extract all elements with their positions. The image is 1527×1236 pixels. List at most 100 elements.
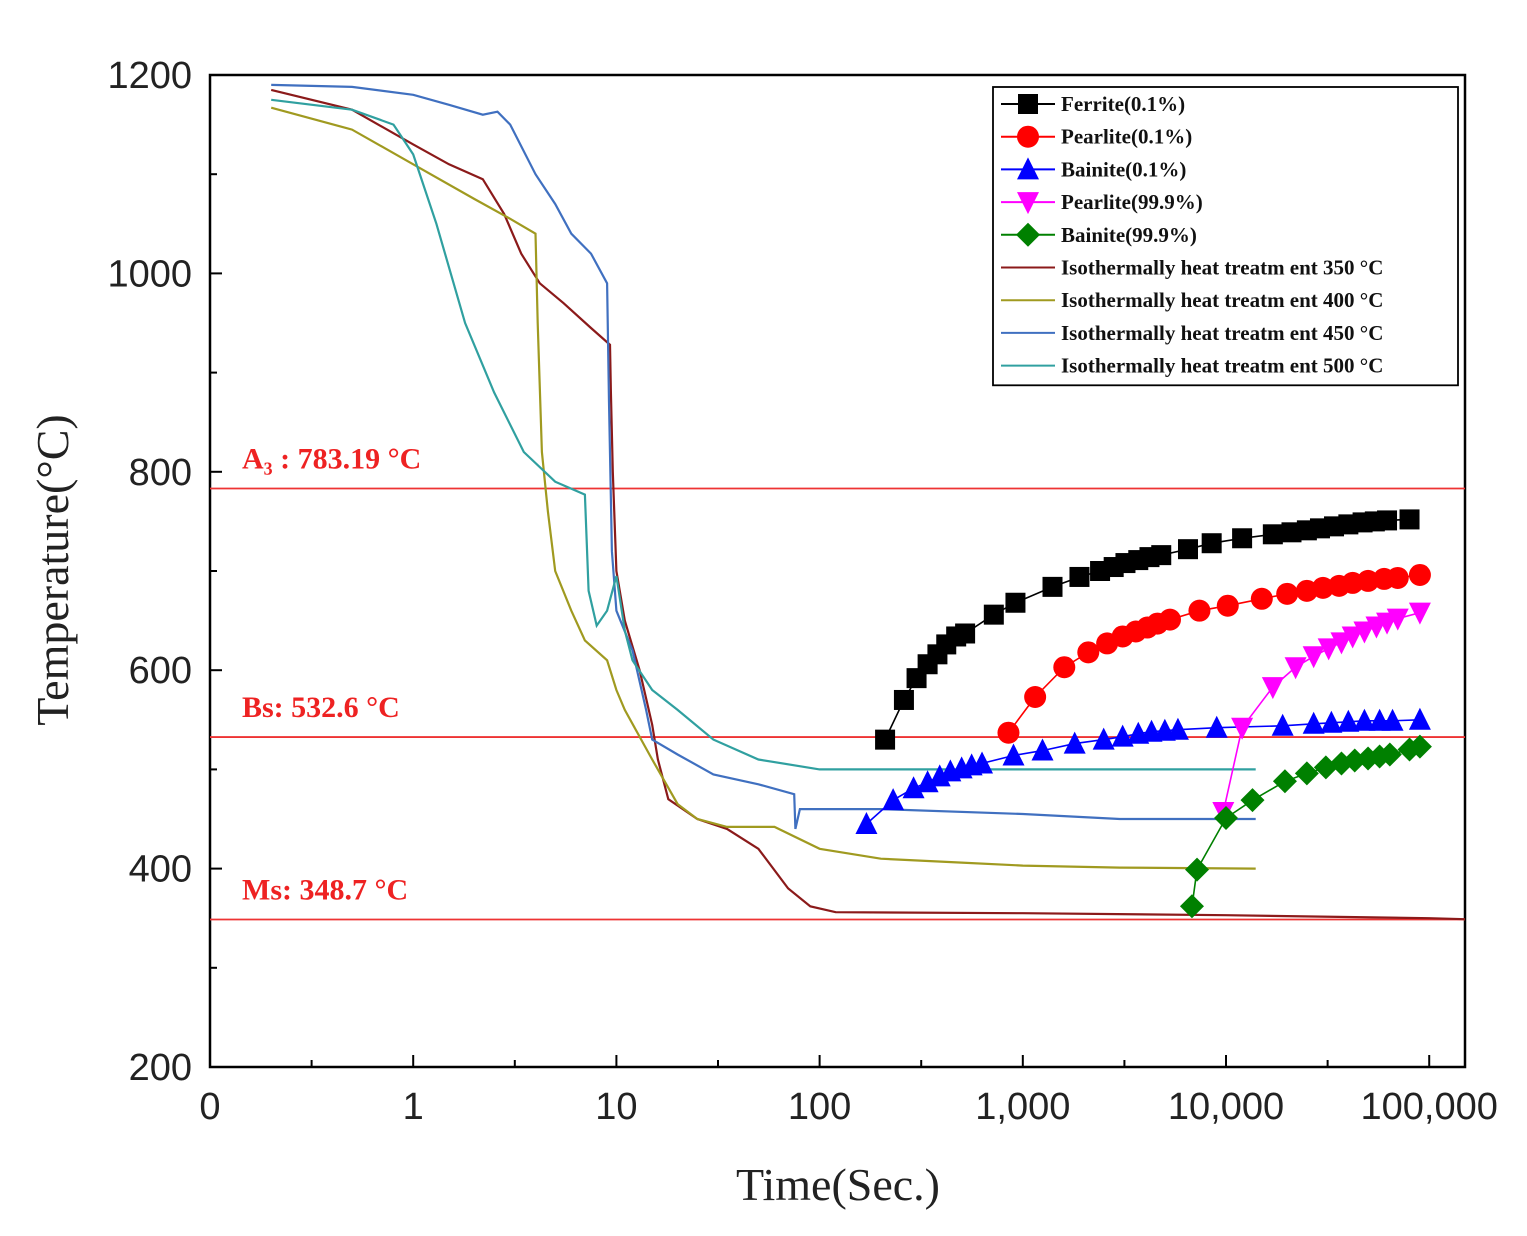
data-point-diamond	[1016, 222, 1040, 247]
x-tick-label: 100	[788, 1086, 851, 1128]
legend-entry-label: Pearlite(0.1%)	[1061, 125, 1192, 149]
data-point-square	[893, 689, 914, 710]
y-tick-label: 400	[129, 849, 192, 891]
y-tick-label: 800	[129, 452, 192, 494]
data-point-triangle-up	[1063, 731, 1086, 754]
series-line	[271, 98, 1256, 771]
data-point-square	[875, 729, 896, 750]
reference-label: Bs: 532.6 °C	[242, 691, 400, 724]
data-point-triangle-up	[1337, 709, 1360, 732]
series-layer	[270, 83, 1466, 921]
series-ferrite-0-1	[875, 509, 1420, 750]
data-point-square	[1018, 94, 1038, 114]
data-point-triangle-down	[1330, 632, 1353, 655]
x-tick-label: 1,000	[975, 1086, 1070, 1128]
y-tick-label: 1000	[107, 253, 192, 295]
data-point-square	[1399, 509, 1420, 530]
legend-entry-label: Isothermally heat treatm ent 450 °C	[1061, 321, 1383, 345]
data-point-triangle-up	[971, 751, 994, 774]
data-point-triangle-up	[1031, 738, 1054, 761]
data-point-square	[1201, 533, 1222, 554]
series-bainite-0-1	[855, 707, 1431, 834]
data-point-square	[1232, 528, 1253, 549]
data-point-diamond	[1185, 857, 1210, 882]
x-tick-label: 0	[199, 1086, 220, 1128]
data-point-triangle-down	[1353, 621, 1376, 644]
data-point-circle	[1408, 563, 1431, 586]
data-point-diamond	[1179, 894, 1204, 919]
data-point-square	[1151, 545, 1172, 566]
data-point-circle	[1077, 641, 1100, 664]
data-point-circle	[1216, 594, 1239, 617]
data-point-triangle-up	[1320, 710, 1343, 733]
data-point-triangle-up	[1166, 717, 1189, 740]
data-point-triangle-down	[1261, 677, 1284, 700]
reference-label: Ms: 348.7 °C	[242, 873, 408, 906]
data-point-triangle-up	[1002, 743, 1025, 766]
y-tick-label: 1200	[107, 55, 192, 97]
data-point-triangle-down	[1408, 602, 1431, 625]
data-point-triangle-up	[902, 776, 925, 799]
data-point-triangle-up	[916, 770, 939, 793]
data-point-circle	[1017, 125, 1039, 148]
legend-entry-label: Ferrite(0.1%)	[1061, 92, 1185, 116]
y-tick-label: 200	[129, 1047, 192, 1089]
data-point-circle	[1188, 599, 1211, 622]
data-point-triangle-down	[1284, 657, 1307, 680]
x-axis-title: Time(Sec.)	[736, 1159, 940, 1210]
legend-entry-label: Bainite(0.1%)	[1061, 157, 1186, 181]
data-point-square	[1262, 524, 1283, 545]
data-point-triangle-up	[1271, 713, 1294, 736]
data-point-square	[1177, 539, 1198, 560]
legend-entry-label: Isothermally heat treatm ent 500 °C	[1061, 354, 1383, 378]
data-point-circle	[1276, 582, 1299, 605]
data-point-triangle-up	[1017, 157, 1039, 180]
data-point-circle	[1024, 685, 1047, 708]
legend: Ferrite(0.1%) Pearlite(0.1%) Bainite(0.1%)…	[992, 86, 1459, 387]
reference-label: A₃ : 783.19 °C	[242, 442, 421, 475]
data-point-circle	[1053, 656, 1076, 679]
y-axis: 200 400 600 800 1000 1200	[107, 55, 222, 1089]
data-point-triangle-up	[1092, 727, 1115, 750]
data-point-square	[1281, 522, 1302, 543]
series-line	[1007, 574, 1421, 734]
series-pearlite-0-1	[997, 563, 1431, 744]
y-axis-title: Temperature(°C)	[27, 414, 78, 725]
series-isothermally-heat-treatm-ent-400-c	[270, 106, 1256, 870]
legend-box	[992, 86, 1459, 387]
x-tick-label: 1	[403, 1086, 424, 1128]
data-point-triangle-down	[1302, 646, 1325, 669]
legend-entry-label: Isothermally heat treatm ent 350 °C	[1061, 256, 1383, 280]
data-point-triangle-down	[1017, 192, 1039, 215]
x-tick-label: 10,000	[1168, 1086, 1284, 1128]
data-point-circle	[1311, 576, 1334, 599]
x-axis: 0 1 10 100 1,000 10,000 100,000	[199, 1055, 1498, 1128]
data-point-triangle-down	[1341, 626, 1364, 649]
data-point-triangle-up	[1408, 707, 1431, 730]
series-isothermally-heat-treatm-ent-500-c	[271, 98, 1256, 771]
data-point-circle	[1386, 566, 1409, 589]
y-tick-label: 600	[129, 650, 192, 692]
data-point-square	[1042, 576, 1063, 597]
data-point-square	[1005, 592, 1026, 613]
data-point-triangle-up	[1302, 711, 1325, 734]
data-point-diamond	[1294, 761, 1319, 786]
data-point-diamond	[1272, 769, 1297, 794]
data-point-diamond	[1407, 734, 1432, 759]
data-point-square	[1377, 510, 1398, 531]
series-pearlite-99-9	[1212, 602, 1431, 825]
data-point-circle	[997, 721, 1020, 744]
x-tick-label: 100,000	[1361, 1086, 1498, 1128]
data-point-triangle-up	[855, 811, 878, 834]
legend-entry-label: Pearlite(99.9%)	[1061, 190, 1203, 214]
series-line	[270, 106, 1256, 870]
data-point-triangle-up	[1205, 715, 1228, 738]
legend-entry-label: Isothermally heat treatm ent 400 °C	[1061, 288, 1383, 312]
data-point-circle	[1250, 587, 1273, 610]
data-point-circle	[1158, 608, 1181, 631]
data-point-square	[1069, 566, 1090, 587]
data-point-triangle-up	[1353, 708, 1376, 731]
data-point-square	[983, 604, 1004, 625]
data-point-triangle-down	[1386, 608, 1409, 631]
